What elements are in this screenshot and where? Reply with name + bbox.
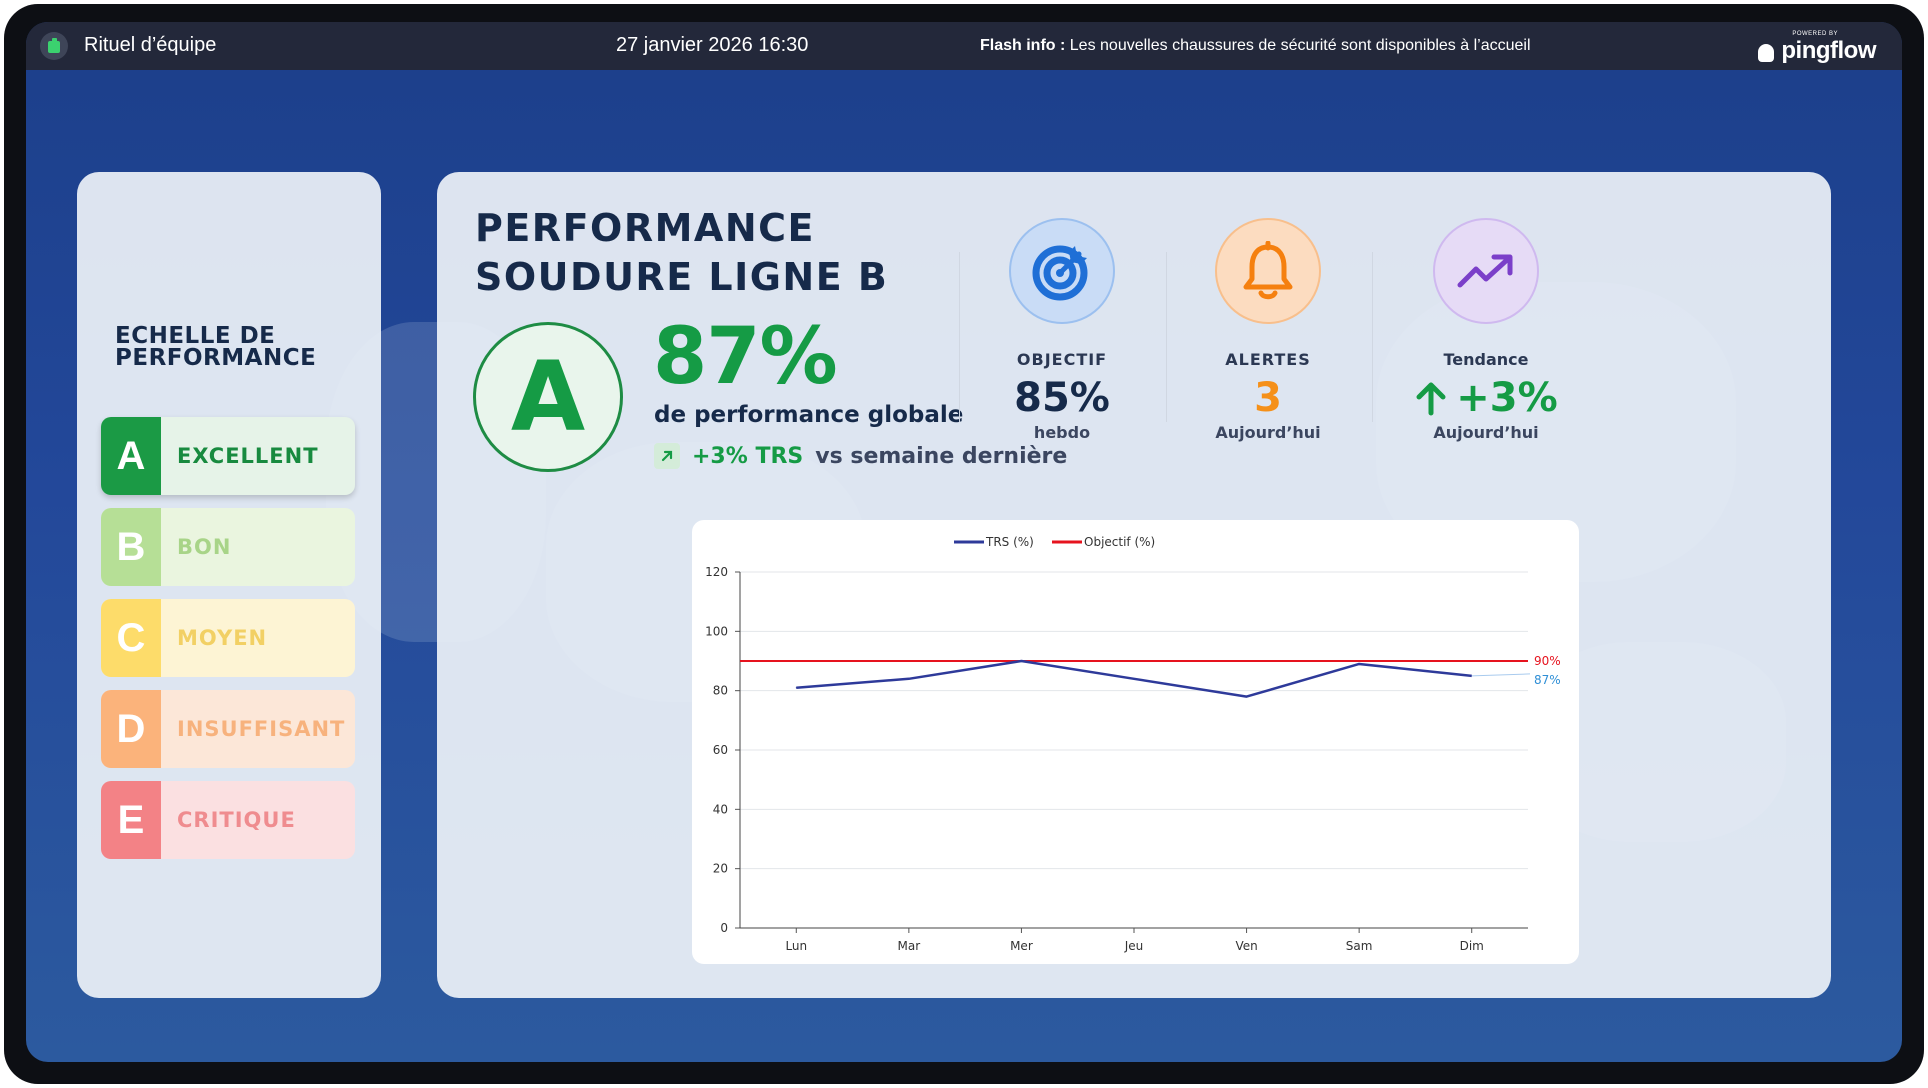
trs-point	[1246, 696, 1248, 698]
grade-row-b: B BON	[101, 508, 355, 586]
trs-point	[1358, 663, 1360, 665]
kpi-objectif: OBJECTIF 85% hebdo	[952, 218, 1172, 442]
device-frame: Rituel d’équipe 27 janvier 2026 16:30 Fl…	[4, 4, 1924, 1084]
grade-letter: E	[101, 781, 161, 859]
kpi-label: Tendance	[1443, 350, 1529, 369]
x-tick-label: Lun	[785, 939, 807, 953]
datetime: 27 janvier 2026 16:30	[616, 34, 809, 56]
trend-row: +3% TRS vs semaine dernière	[654, 440, 1067, 472]
performance-scale-panel: ECHELLE DE PERFORMANCE A EXCELLENT B BON C MO…	[77, 172, 381, 998]
app-title: Rituel d’équipe	[84, 34, 217, 56]
trend-text: vs semaine dernière	[815, 443, 1068, 469]
end-label: 90%	[1534, 654, 1561, 668]
grade-label: CRITIQUE	[177, 808, 296, 832]
trs-point	[1020, 660, 1022, 662]
scale-title: ECHELLE DE PERFORMANCE	[115, 323, 317, 371]
kpi-label: OBJECTIF	[1016, 350, 1108, 369]
y-tick-label: 120	[705, 565, 728, 579]
performance-value: 87%	[653, 312, 838, 402]
trs-point	[908, 678, 910, 680]
x-tick-label: Mer	[1010, 939, 1033, 953]
grade-label: BON	[177, 535, 232, 559]
page-title: PERFORMANCE SOUDURE LIGNE B	[475, 206, 889, 299]
trending-up-icon	[1433, 218, 1539, 324]
y-tick-label: 0	[720, 921, 728, 935]
y-tick-label: 80	[713, 684, 728, 698]
kpi-sub: Aujourd’hui	[1433, 423, 1539, 442]
legend-label: TRS (%)	[985, 535, 1034, 549]
legend-label: Objectif (%)	[1084, 535, 1155, 549]
pingflow-icon	[1758, 44, 1774, 62]
grade-letter: D	[101, 690, 161, 768]
y-tick-label: 20	[713, 862, 728, 876]
kpi-alertes: ALERTES 3 Aujourd’hui	[1158, 218, 1378, 442]
divider	[1372, 252, 1373, 422]
grade-row-c: C MOYEN	[101, 599, 355, 677]
flash-label: Flash info :	[980, 37, 1066, 54]
y-tick-label: 40	[713, 802, 728, 816]
trs-point	[1133, 678, 1135, 680]
app-logo-icon	[48, 38, 60, 53]
grade-letter: A	[101, 417, 161, 495]
grade-letter: B	[101, 508, 161, 586]
grade-letter: C	[101, 599, 161, 677]
dashboard-screen: Rituel d’équipe 27 janvier 2026 16:30 Fl…	[26, 22, 1902, 1062]
kpi-value: 85%	[1014, 375, 1110, 421]
top-bar: Rituel d’équipe 27 janvier 2026 16:30 Fl…	[26, 22, 1902, 70]
divider	[959, 252, 960, 422]
powered-by: POWERED BY	[1792, 31, 1838, 37]
kpi-sub: hebdo	[1033, 423, 1091, 442]
grade-row-a: A EXCELLENT	[101, 417, 355, 495]
kpi-value-row: +3%	[1376, 375, 1596, 421]
x-tick-label: Mar	[898, 939, 921, 953]
trend-value: +3% TRS	[692, 443, 804, 469]
x-tick-label: Ven	[1235, 939, 1257, 953]
arrow-up-icon	[1416, 382, 1446, 416]
performance-caption: de performance globale	[654, 402, 964, 428]
x-tick-label: Sam	[1346, 939, 1373, 953]
grade-label: INSUFFISANT	[177, 717, 346, 741]
grade-label: MOYEN	[177, 626, 268, 650]
bell-icon	[1215, 218, 1321, 324]
end-label-leader	[1471, 673, 1531, 677]
grade-badge: A	[473, 322, 623, 472]
kpi-value: 3	[1254, 375, 1282, 421]
grade-row-e: E CRITIQUE	[101, 781, 355, 859]
grade-label: EXCELLENT	[177, 444, 319, 468]
y-tick-label: 60	[713, 743, 728, 757]
kpi-tendance: Tendance +3% Aujourd’hui	[1376, 218, 1596, 442]
kpi-value: +3%	[1456, 375, 1558, 421]
y-tick-label: 100	[705, 624, 728, 638]
kpi-sub: Aujourd’hui	[1215, 423, 1321, 442]
flash-info: Flash info : Les nouvelles chaussures de…	[980, 37, 1531, 55]
target-icon	[1009, 218, 1115, 324]
trs-line-chart: 0 20 40 60 80 100 120 Lun Mar Mer Jeu Ven Sam Dim 90% 8…	[705, 535, 1561, 953]
x-tick-label: Dim	[1460, 939, 1484, 953]
performance-main-panel: PERFORMANCE SOUDURE LIGNE B A 87% de per…	[437, 172, 1831, 998]
end-label: 87%	[1534, 673, 1561, 687]
x-tick-label: Jeu	[1124, 939, 1144, 953]
divider	[1166, 252, 1167, 422]
grade-row-d: D INSUFFISANT	[101, 690, 355, 768]
flash-text: Les nouvelles chaussures de sécurité son…	[1069, 37, 1531, 54]
trs-point	[795, 687, 797, 689]
app-icon[interactable]	[40, 32, 68, 60]
brand-name: pingflow	[1781, 37, 1876, 64]
trs-chart-card: 0 20 40 60 80 100 120 Lun Mar Mer Jeu Ven Sam Dim 90% 8…	[692, 520, 1579, 964]
kpi-label: ALERTES	[1225, 350, 1311, 369]
arrow-up-right-icon	[654, 443, 680, 469]
